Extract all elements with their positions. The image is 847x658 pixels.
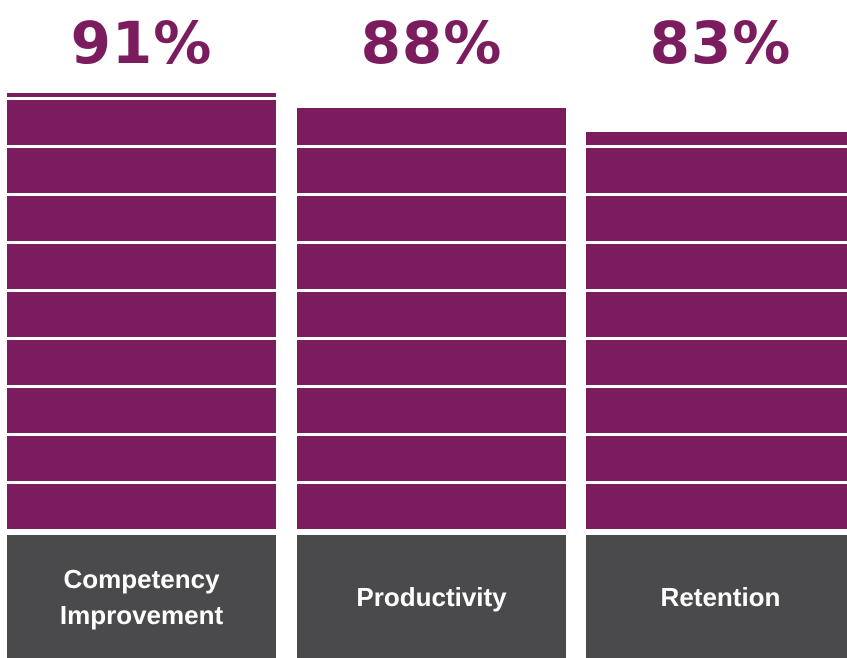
category-label: Retention bbox=[586, 535, 847, 658]
category-label: Competency Improvement bbox=[7, 535, 276, 658]
grid-line bbox=[0, 48, 847, 52]
grid-line bbox=[0, 384, 847, 388]
bar bbox=[586, 131, 847, 530]
grid-line bbox=[0, 528, 847, 532]
grid-line bbox=[0, 288, 847, 292]
grid-line bbox=[0, 192, 847, 196]
value-label: 83% bbox=[649, 9, 792, 77]
category-label: Productivity bbox=[297, 535, 566, 658]
grid-line bbox=[0, 144, 847, 148]
bar bbox=[297, 107, 566, 530]
grid-line bbox=[0, 240, 847, 244]
value-label: 88% bbox=[360, 9, 503, 77]
grid-line bbox=[0, 336, 847, 340]
grid-line bbox=[0, 480, 847, 484]
grid-line bbox=[0, 432, 847, 436]
value-label: 91% bbox=[70, 9, 213, 77]
grid-line bbox=[0, 96, 847, 100]
bar bbox=[7, 93, 276, 530]
